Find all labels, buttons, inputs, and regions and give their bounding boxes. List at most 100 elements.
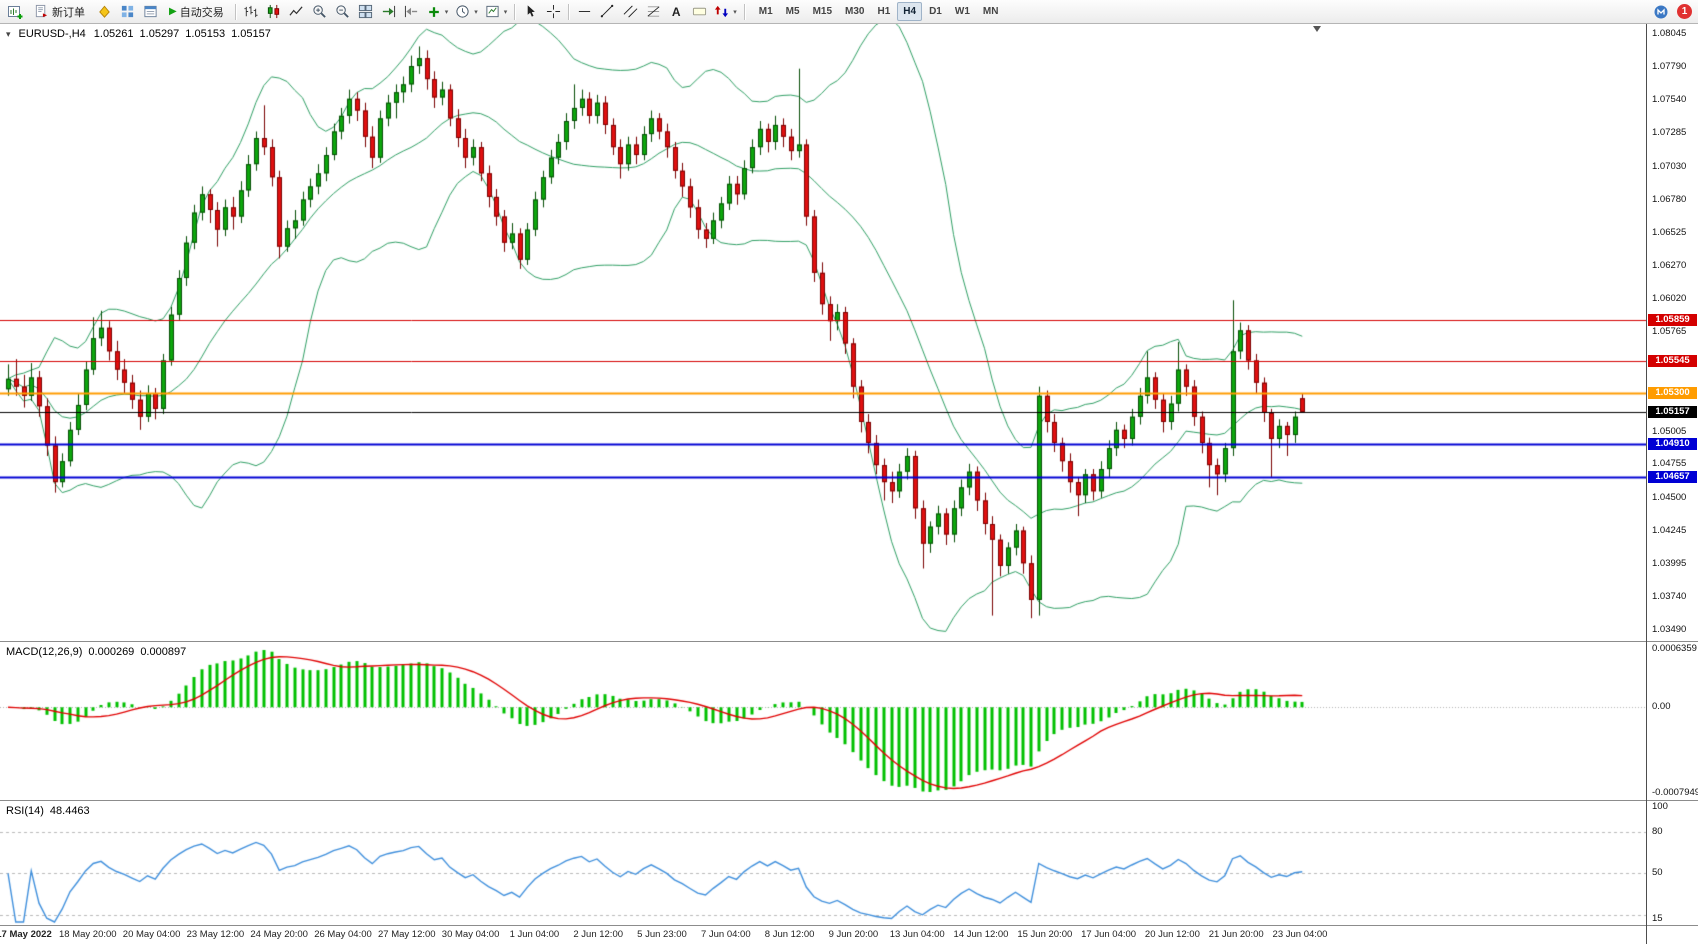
fibonacci-tool-button[interactable] [642,2,664,22]
price-chart-canvas[interactable] [0,24,1646,641]
new-chart-icon [8,5,23,19]
market-watch-button[interactable] [116,2,138,22]
macd-axis-label: -0.0007949 [1652,787,1698,798]
community-icon [1654,5,1668,18]
trendline-tool-button[interactable] [596,2,618,22]
periods-button[interactable]: ▾ [452,2,481,22]
timeframe-d1-button[interactable]: D1 [929,6,942,17]
new-order-button[interactable]: 新订单 [27,2,92,22]
tile-windows-icon [359,4,373,19]
price-axis-label: 1.08045 [1652,28,1687,39]
equidistant-channel-icon [623,5,638,18]
time-axis-label: 1 Jun 04:00 [509,929,560,940]
price-axis-label: 1.05005 [1652,425,1687,437]
main-toolbar: 新订单 ▶ 自动交易 [0,0,1698,24]
timeframe-m15-button[interactable]: M15 [812,6,833,17]
time-axis-label: 24 May 20:00 [250,929,308,940]
time-axis-label: 20 May 04:00 [122,929,181,940]
community-button[interactable] [1650,2,1672,22]
toolbox-icon [98,5,110,18]
new-chart-button[interactable] [4,2,26,22]
chevron-down-icon: ▾ [733,8,737,16]
chart-info-line: ▾ EURUSD-,H4 1.05261 1.05297 1.05153 1.0… [6,28,271,40]
zoom-in-button[interactable] [309,2,331,22]
templates-button[interactable]: ▾ [482,2,511,22]
chart-shift-button[interactable] [401,2,423,22]
price-axis-label: 1.07540 [1652,94,1687,106]
rsi-value: 48.4463 [49,805,90,817]
timeframe-m30-button[interactable]: M30 [845,6,865,17]
candlestick-chart-icon [268,4,280,19]
price-axis-label: 1.07285 [1652,127,1687,139]
timeframe-h1-button[interactable]: H1 [877,6,891,17]
text-tool-icon: A [671,4,681,19]
price-axis-label: 1.06270 [1652,260,1687,272]
price-axis-separator [1646,24,1647,944]
macd-canvas[interactable] [0,642,1646,800]
arrows-icon [715,5,729,18]
price-axis-label: 1.07790 [1652,61,1687,73]
notifications-badge[interactable]: 1 [1677,4,1692,19]
price-axis-label: 1.06020 [1652,292,1687,304]
cursor-button[interactable] [519,2,541,22]
time-axis[interactable]: 17 May 2022 18 May 20:00 20 May 04:00 23 Ma… [0,925,1698,944]
time-axis-label: 7 Jun 04:00 [700,929,751,940]
rsi-axis-label: 15 [1652,913,1663,924]
macd-panel: MACD(12,26,9) 0.000269 0.000897 0.000635… [0,641,1698,800]
autotrading-play-icon: ▶ [169,6,177,17]
zoom-out-button[interactable] [332,2,354,22]
autotrading-button[interactable]: ▶ 自动交易 [162,2,231,22]
rsi-info-line: RSI(14) 48.4463 [6,805,90,817]
horizontal-line-tool-button[interactable] [573,2,595,22]
label-tool-button[interactable] [688,2,710,22]
timeframe-m5-button[interactable]: M5 [785,6,800,17]
timeframe-mn-button[interactable]: MN [982,6,999,17]
time-axis-label: 23 Jun 04:00 [1272,929,1328,940]
chevron-down-icon: ▾ [474,8,478,16]
rsi-axis-label: 100 [1652,801,1668,812]
arrows-tool-button[interactable]: ▾ [711,2,740,22]
clock-icon [456,5,469,18]
time-axis-label: 15 Jun 20:00 [1017,929,1073,940]
line-chart-button[interactable] [286,2,308,22]
price-level-badge-current-price: 1.05157 [1648,405,1697,418]
auto-scroll-icon [383,5,396,18]
chart-shift-icon [405,5,418,18]
candlestick-chart-button[interactable] [263,2,285,22]
channel-tool-button[interactable] [619,2,641,22]
bar-chart-button[interactable] [240,2,262,22]
high-value: 1.05297 [139,28,180,40]
time-axis-label: 13 Jun 04:00 [889,929,945,940]
text-tool-button[interactable]: A [665,2,687,22]
line-chart-icon [289,6,303,16]
time-axis-label: 23 May 12:00 [186,929,245,940]
autotrading-label: 自动交易 [179,6,224,19]
time-axis-label: 5 Jun 23:00 [637,929,687,940]
tile-windows-button[interactable] [355,2,377,22]
toolbar-right-group: 1 [1650,2,1694,22]
time-axis-label: 8 Jun 12:00 [764,929,815,940]
time-axis-label: 26 May 04:00 [314,929,372,940]
time-axis-label: 17 May 2022 [0,929,52,940]
rsi-canvas[interactable] [0,801,1646,925]
timeframe-toolbar: M1 M5 M15 M30 H1 H4 D1 W1 MN [753,2,1005,21]
timeframe-m1-button[interactable]: M1 [758,6,773,17]
time-axis-label: 30 May 04:00 [441,929,500,940]
add-indicator-button[interactable]: ▾ [424,2,452,22]
symbol-period-label: EURUSD-,H4 [18,28,86,40]
one-click-trading-toggle[interactable]: ▾ [6,28,11,39]
timeframe-w1-button[interactable]: W1 [954,6,970,17]
add-indicator-icon [428,6,439,17]
chart-shift-marker[interactable] [1313,26,1321,32]
template-icon [486,5,499,18]
data-window-button[interactable] [139,2,161,22]
time-axis-label: 18 May 20:00 [59,929,117,940]
time-axis-label: 27 May 12:00 [378,929,436,940]
macd-value-main: 0.000269 [88,646,135,658]
timeframe-h4-button[interactable]: H4 [897,2,923,21]
toolbox-button[interactable] [93,2,115,22]
crosshair-button[interactable] [542,2,564,22]
auto-scroll-button[interactable] [378,2,400,22]
cursor-icon [527,5,535,17]
